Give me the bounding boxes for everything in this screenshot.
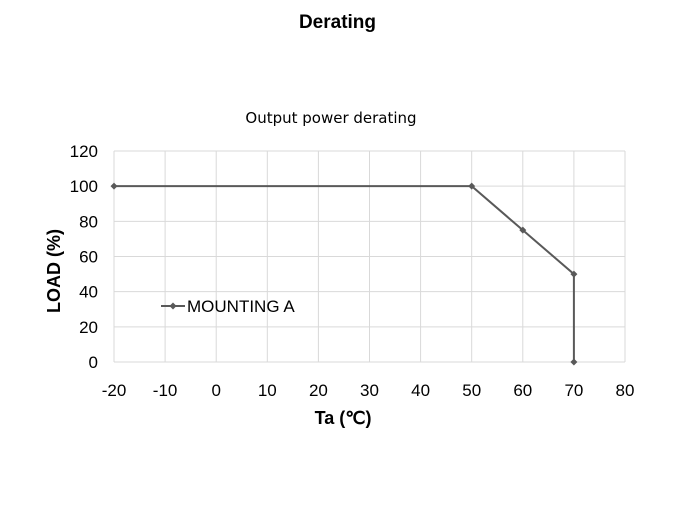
- data-point: [570, 358, 578, 366]
- page-title: Derating: [298, 12, 377, 33]
- chart-series: [110, 182, 578, 366]
- x-tick-label: 80: [616, 381, 635, 400]
- x-tick-label: 20: [309, 381, 328, 400]
- x-tick-label: 50: [462, 381, 481, 400]
- legend-label: MOUNTING A: [187, 297, 295, 316]
- x-tick-label: 60: [513, 381, 532, 400]
- y-tick-label: 60: [79, 248, 98, 267]
- x-tick-label: -10: [153, 381, 178, 400]
- x-tick-label: 0: [211, 381, 220, 400]
- chart-title: Output power derating: [245, 109, 416, 127]
- data-point: [570, 270, 578, 278]
- y-tick-label: 0: [89, 353, 98, 372]
- x-tick-label: 30: [360, 381, 379, 400]
- data-point: [110, 182, 118, 190]
- y-tick-label: 80: [79, 212, 98, 231]
- legend-marker: [169, 302, 177, 310]
- chart-grid: [113, 150, 626, 363]
- x-tick-label: 40: [411, 381, 430, 400]
- y-tick-label: 120: [70, 142, 98, 161]
- x-tick-label: 70: [564, 381, 583, 400]
- y-tick-label: 20: [79, 318, 98, 337]
- data-point: [468, 182, 476, 190]
- y-axis-label: LOAD (%): [44, 229, 64, 313]
- x-axis-label: Ta (℃): [315, 408, 372, 428]
- data-point: [519, 226, 527, 234]
- chart-legend: MOUNTING A: [161, 297, 295, 316]
- chart-ticks: -20 -10 0 10 20 30 40 50 60 70 80 0 20 40 60 80 100 120: [70, 142, 635, 400]
- y-tick-label: 40: [79, 283, 98, 302]
- y-tick-label: 100: [70, 177, 98, 196]
- x-tick-label: 10: [258, 381, 277, 400]
- x-tick-label: -20: [102, 381, 127, 400]
- series-line: [114, 185, 575, 362]
